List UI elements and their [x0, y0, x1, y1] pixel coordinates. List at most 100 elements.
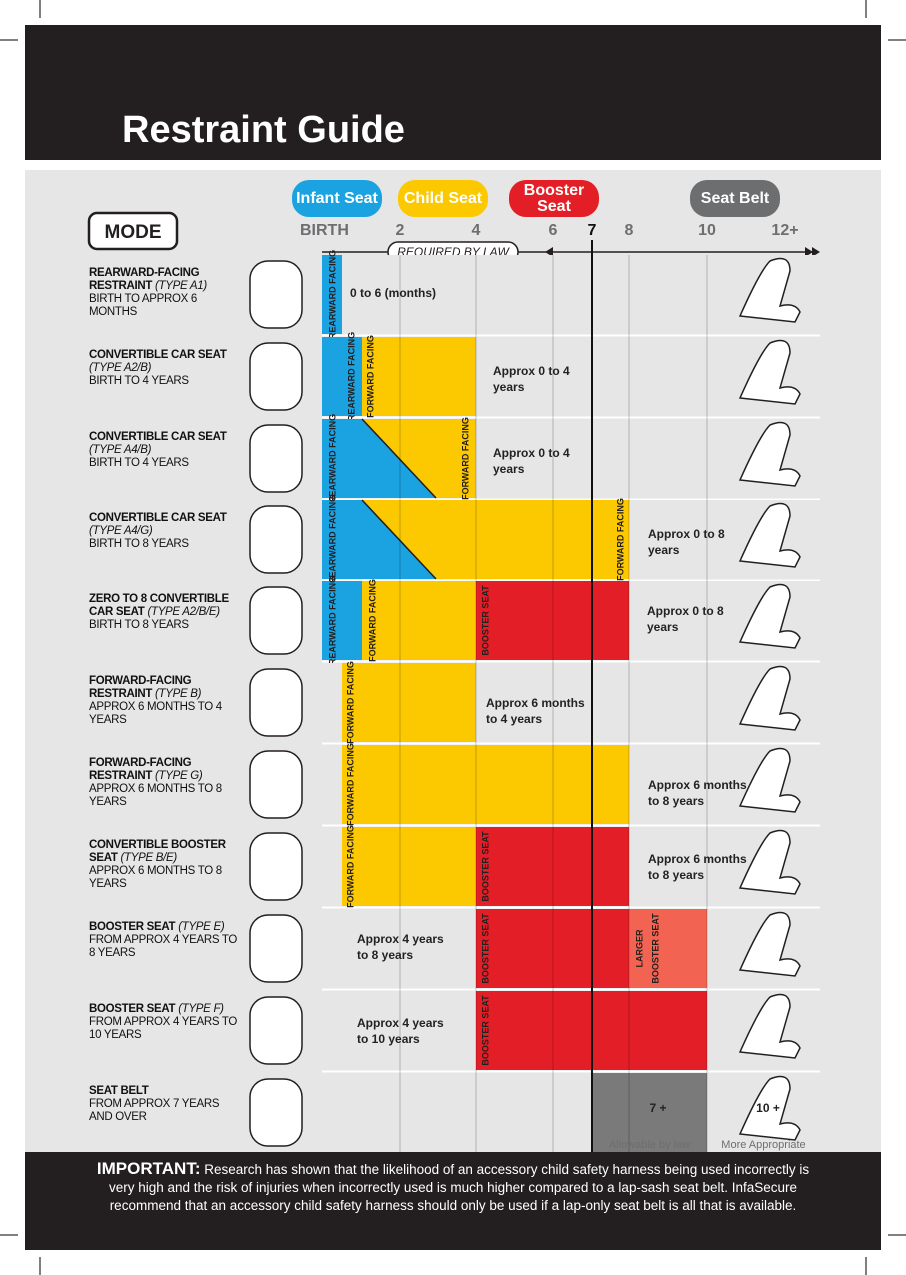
bar-segment	[342, 827, 476, 906]
arrow	[805, 247, 820, 257]
row-name: SEAT BELT	[89, 1085, 149, 1097]
footer-label: IMPORTANT:	[96, 1159, 201, 1178]
bar-label: REARWARD FACING	[327, 495, 337, 584]
note: 10 +	[756, 1101, 780, 1115]
row-band	[322, 255, 820, 334]
bar-label: REARWARD FACING	[327, 576, 337, 665]
bar-segment	[476, 581, 629, 660]
seat-icon	[249, 342, 303, 411]
seat-icon	[249, 832, 303, 901]
bar-label: BOOSTER SEAT	[480, 913, 490, 984]
row-type: (TYPE B/E)	[120, 852, 178, 864]
note: Approx 6 months to 8 years	[648, 778, 747, 808]
row-name: CONVERTIBLE BOOSTER SEAT	[89, 839, 226, 864]
age-label: 7	[588, 222, 597, 239]
bar-label: REARWARD FACING	[327, 250, 337, 339]
row-label: FORWARD-FACING RESTRAINT (TYPE G) APPROX …	[89, 757, 239, 809]
row-desc: BIRTH TO 4 YEARS	[89, 457, 189, 469]
row-type: (TYPE G)	[155, 770, 203, 782]
row-type: (TYPE A2/B/E)	[147, 606, 220, 618]
row-name: BOOSTER SEAT	[89, 921, 176, 933]
seat-icon	[738, 747, 801, 813]
row-type: (TYPE A4/B)	[89, 444, 152, 456]
bar-segment	[362, 337, 476, 416]
footer-text: IMPORTANT: Research has shown that the l…	[95, 1160, 811, 1215]
caption: More Appropriate	[721, 1139, 805, 1151]
row-label: CONVERTIBLE BOOSTER SEAT (TYPE B/E) APPRO…	[89, 839, 239, 891]
row-label: REARWARD-FACING RESTRAINT (TYPE A1) BIRTH…	[89, 267, 239, 319]
age-label: 2	[396, 222, 405, 239]
bar-label: BOOSTER SEAT	[480, 831, 490, 902]
age-label: 8	[625, 222, 634, 239]
bar-segment	[362, 419, 476, 498]
bar-segment	[322, 337, 362, 416]
row-name: FORWARD-FACING RESTRAINT	[89, 757, 192, 782]
note: Approx 0 to 4 years	[493, 364, 570, 394]
row-desc: BIRTH TO 4 YEARS	[89, 375, 189, 387]
bar-label: BOOSTER SEAT	[480, 995, 490, 1066]
row-label: CONVERTIBLE CAR SEAT (TYPE A2/B) BIRTH TO…	[89, 349, 239, 388]
bar-segment	[342, 745, 629, 824]
row-type: (TYPE E)	[178, 921, 225, 933]
seat-icon	[249, 750, 303, 819]
row-band	[322, 1073, 820, 1152]
age-label: 10	[698, 222, 716, 239]
bar-label: FORWARD FACING	[345, 825, 355, 908]
row-label: BOOSTER SEAT (TYPE F) FROM APPROX 4 YEARS…	[89, 1003, 239, 1042]
bar-segment	[322, 581, 362, 660]
row-desc: FROM APPROX 7 YEARS AND OVER	[89, 1098, 220, 1123]
seat-icon	[249, 586, 303, 655]
note: Approx 4 years to 10 years	[357, 1016, 444, 1046]
seat-icon	[738, 339, 801, 405]
row-name: CONVERTIBLE CAR SEAT	[89, 349, 227, 361]
seat-icon	[249, 914, 303, 983]
bar-label: BOOSTER SEAT	[650, 913, 660, 984]
bar-label: REARWARD FACING	[346, 332, 356, 421]
bar-segment	[592, 1073, 707, 1152]
bar-label: FORWARD FACING	[365, 335, 375, 418]
bar-label: REARWARD FACING	[327, 414, 337, 503]
row-name: FORWARD-FACING RESTRAINT	[89, 675, 192, 700]
diagonal	[361, 418, 437, 499]
row-label: SEAT BELT FROM APPROX 7 YEARS AND OVER	[89, 1085, 239, 1124]
row-desc: BIRTH TO 8 YEARS	[89, 619, 189, 631]
seat-icon	[738, 1075, 801, 1141]
bar-label: FORWARD FACING	[460, 417, 470, 500]
row-name: CONVERTIBLE CAR SEAT	[89, 431, 227, 443]
arrow	[545, 247, 553, 257]
age-label: 12+	[771, 222, 798, 239]
row-type: (TYPE A1)	[155, 280, 207, 292]
row-name: REARWARD-FACING RESTRAINT	[89, 267, 200, 292]
row-label: CONVERTIBLE CAR SEAT (TYPE A4/G) BIRTH TO…	[89, 512, 239, 551]
row-label: ZERO TO 8 CONVERTIBLE CAR SEAT (TYPE A2/…	[89, 593, 239, 632]
row-label: CONVERTIBLE CAR SEAT (TYPE A4/B) BIRTH TO…	[89, 431, 239, 470]
bar-segment	[362, 500, 629, 579]
note: Approx 0 to 8 years	[647, 604, 724, 634]
bar-segment	[629, 909, 707, 988]
row-desc: BIRTH TO 8 YEARS	[89, 538, 189, 550]
seat-icon	[249, 668, 303, 737]
note: Approx 0 to 4 years	[493, 446, 570, 476]
note: 0 to 6 (months)	[350, 286, 436, 300]
row-type: (TYPE A4/G)	[89, 525, 153, 537]
row-name: BOOSTER SEAT	[89, 1003, 176, 1015]
header-band	[25, 25, 881, 160]
row-type: (TYPE B)	[155, 688, 202, 700]
bar-label: FORWARD FACING	[345, 661, 355, 744]
seat-icon	[249, 1078, 303, 1147]
seat-icon	[249, 424, 303, 493]
seat-icon	[738, 257, 801, 323]
note: Approx 0 to 8 years	[648, 527, 725, 557]
row-desc: APPROX 6 MONTHS TO 4 YEARS	[89, 701, 222, 726]
stage-pill: Booster Seat	[509, 180, 599, 217]
row-desc: APPROX 6 MONTHS TO 8 YEARS	[89, 783, 222, 808]
title: Restraint Guide	[122, 109, 405, 151]
row-desc: BIRTH TO APPROX 6 MONTHS	[89, 293, 198, 318]
caption: Allowable by law	[609, 1139, 690, 1151]
row-type: (TYPE A2/B)	[89, 362, 152, 374]
bar-segment	[342, 663, 476, 742]
row-name: ZERO TO 8 CONVERTIBLE CAR SEAT	[89, 593, 229, 618]
bar-label: BOOSTER SEAT	[480, 585, 490, 656]
